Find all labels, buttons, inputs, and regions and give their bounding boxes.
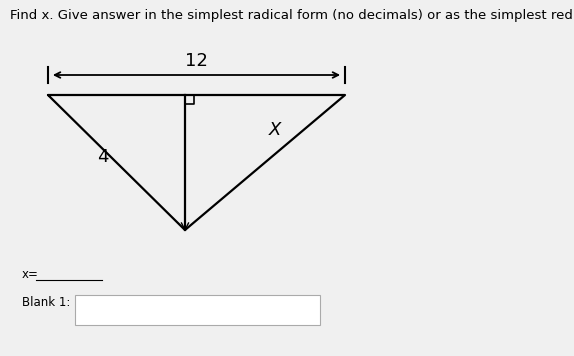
Text: x=: x=: [22, 268, 39, 281]
Text: 12: 12: [185, 52, 208, 70]
Text: X: X: [269, 121, 281, 139]
Bar: [75, 295, 320, 325]
Text: Blank 1:: Blank 1:: [22, 297, 71, 309]
Text: 4: 4: [97, 148, 108, 167]
Text: Find x. Give answer in the simplest radical form (no decimals) or as the simples: Find x. Give answer in the simplest radi…: [10, 8, 574, 22]
